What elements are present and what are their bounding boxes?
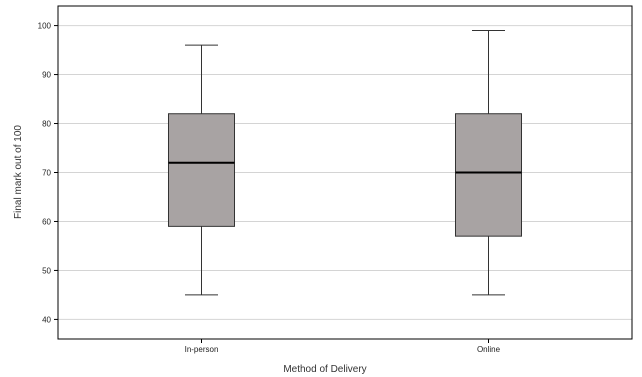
y-tick-label-100: 100 (38, 22, 52, 31)
box-online (454, 29, 523, 296)
y-tick-label-90: 90 (42, 71, 51, 80)
interquartile-box (167, 113, 236, 227)
x-axis-ticks: In-person Online (185, 339, 501, 354)
x-tick-label-1: In-person (185, 345, 219, 354)
grid-lines (58, 25, 632, 320)
y-axis-label: Final mark out of 100 (13, 125, 24, 219)
interquartile-box (454, 113, 523, 237)
y-tick-label-80: 80 (42, 120, 51, 129)
box-series (167, 29, 523, 296)
x-axis-label: Method of Delivery (283, 364, 366, 375)
y-tick-label-70: 70 (42, 169, 51, 178)
x-tick-label-2: Online (477, 345, 501, 354)
y-axis-ticks: 40 50 60 70 80 90 100 (38, 22, 58, 324)
box-in-person (167, 44, 236, 296)
y-tick-label-60: 60 (42, 217, 51, 226)
y-tick-label-50: 50 (42, 266, 51, 275)
y-tick-label-40: 40 (42, 315, 51, 324)
